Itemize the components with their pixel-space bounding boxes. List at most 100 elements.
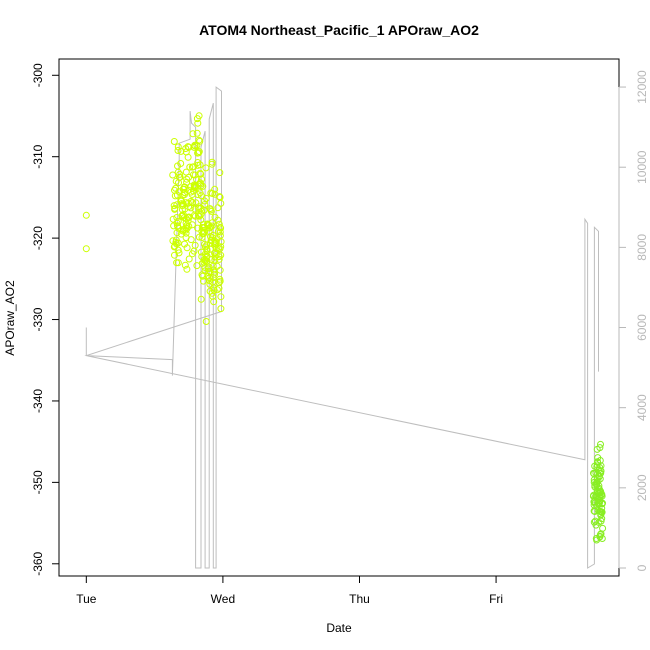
y2-tick-label: 12000: [635, 70, 649, 104]
data-point: [183, 175, 191, 183]
data-point: [177, 147, 185, 155]
y-axis-right: 0 2000 4000 6000 8000 10000 12000: [618, 70, 649, 571]
data-point: [190, 247, 198, 255]
data-point: [177, 160, 185, 167]
data-point: [197, 248, 205, 256]
data-point: [181, 191, 188, 199]
data-point: [170, 222, 178, 230]
data-point: [189, 130, 197, 138]
data-point: [597, 440, 604, 448]
data-point: [205, 274, 213, 282]
data-point: [203, 252, 211, 260]
data-point: [593, 502, 601, 510]
data-point: [214, 204, 222, 212]
data-point: [590, 518, 598, 526]
data-point: [187, 236, 195, 244]
data-point: [172, 240, 180, 248]
data-point: [216, 223, 224, 231]
y2-tick-label: 10000: [635, 150, 649, 184]
data-point: [596, 475, 604, 483]
data-point: [173, 201, 181, 209]
data-point: [172, 236, 180, 244]
data-point: [216, 275, 224, 283]
data-point: [203, 257, 211, 265]
data-point: [194, 191, 202, 199]
data-point: [206, 205, 214, 213]
data-point: [593, 481, 601, 489]
data-point: [216, 228, 224, 236]
data-point: [214, 216, 222, 224]
data-point: [201, 240, 209, 248]
y-tick-label: -320: [31, 226, 45, 250]
data-point: [185, 214, 193, 221]
data-point: [197, 295, 205, 303]
data-point: [594, 454, 602, 462]
data-point: [208, 158, 216, 166]
data-point: [188, 221, 196, 229]
data-point: [199, 221, 207, 229]
data-point: [171, 192, 179, 200]
y-tick-label: -310: [31, 144, 45, 168]
data-point: [206, 280, 214, 288]
data-point: [597, 462, 605, 470]
data-point: [599, 524, 607, 532]
points-layer: [82, 112, 607, 544]
data-point: [593, 494, 601, 502]
data-point: [174, 222, 182, 230]
data-point: [595, 466, 603, 474]
data-point: [194, 159, 202, 166]
y-tick-label: -300: [31, 63, 45, 87]
data-point: [185, 186, 193, 194]
data-point: [183, 178, 191, 186]
data-point: [211, 190, 219, 198]
data-point: [597, 488, 605, 495]
data-point: [200, 258, 208, 266]
data-point: [217, 293, 225, 301]
data-point: [217, 305, 225, 313]
data-point: [215, 253, 223, 261]
data-point: [179, 200, 187, 208]
data-point: [194, 119, 202, 127]
data-point: [207, 233, 214, 241]
data-point: [591, 483, 599, 491]
data-point: [173, 229, 181, 237]
data-point: [183, 265, 191, 273]
data-point: [179, 226, 187, 234]
y-tick-label: -340: [31, 389, 45, 413]
data-point: [216, 245, 224, 253]
data-point: [208, 160, 216, 168]
data-point: [183, 244, 191, 252]
y-tick-label: -350: [31, 470, 45, 494]
data-point: [186, 163, 194, 171]
x-tick-label: Thu: [349, 592, 370, 606]
data-point: [209, 274, 217, 282]
data-point: [590, 470, 598, 478]
y2-tick-label: 0: [635, 564, 649, 571]
y-axis-label: APOraw_AO2: [3, 280, 17, 356]
data-point: [82, 211, 90, 219]
data-point: [185, 255, 193, 263]
data-point: [191, 183, 199, 191]
data-point: [198, 175, 205, 183]
data-point: [204, 265, 212, 273]
chart-title: ATOM4 Northeast_Pacific_1 APOraw_AO2: [199, 22, 479, 38]
data-point: [213, 286, 221, 294]
data-point: [217, 251, 225, 259]
data-point: [175, 188, 183, 196]
data-point: [210, 298, 218, 306]
x-tick-label: Wed: [211, 592, 235, 606]
x-axis-label: Date: [326, 621, 352, 635]
data-point: [184, 217, 192, 225]
data-point: [191, 211, 198, 219]
data-point: [174, 147, 182, 154]
data-point: [190, 163, 198, 171]
data-point: [211, 241, 219, 249]
x-axis: Tue Wed Thu Fri: [76, 575, 503, 606]
data-point: [199, 277, 207, 285]
data-point: [206, 287, 214, 295]
data-point: [170, 138, 178, 145]
data-point: [592, 492, 600, 500]
data-point: [191, 141, 199, 149]
y2-tick-label: 2000: [635, 474, 649, 501]
